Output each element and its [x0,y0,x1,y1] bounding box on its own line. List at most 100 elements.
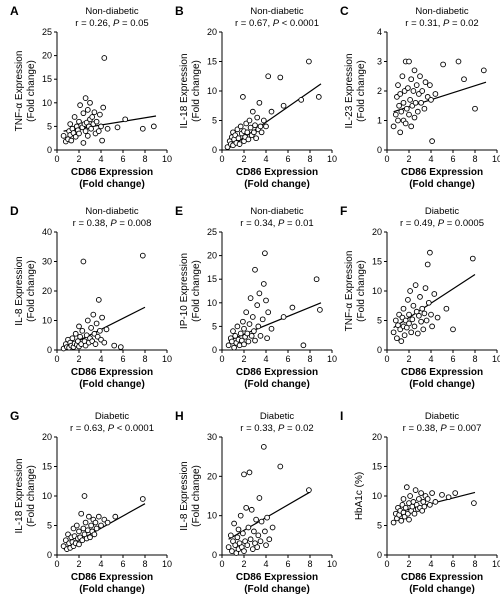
data-point [92,341,99,347]
y-axis-label: IL-23 Expression [344,53,355,128]
x-tick-label: 4 [98,154,103,164]
data-point [240,94,246,100]
y-axis-sublabel: (Fold change) [191,260,202,322]
data-point [450,326,456,333]
data-point [262,528,268,535]
data-point [407,493,413,499]
data-point [416,312,422,319]
x-tick-label: 6 [120,559,125,569]
data-point [429,490,435,496]
y-tick-label: 5 [377,521,382,531]
stats-stat-p-val: = 0.0005 [444,218,484,229]
data-point [112,513,119,520]
data-point [266,536,273,543]
data-point [399,73,406,80]
data-point [277,74,284,81]
data-point [409,316,416,323]
data-point [265,309,272,316]
data-point [253,135,259,142]
stats-stat-p-val: = 0.008 [117,218,152,229]
x-tick-label: 8 [142,354,147,364]
x-axis-sublabel: (Fold change) [409,179,475,190]
data-point [403,484,410,491]
data-point [256,290,263,297]
panel-title: Non-diabetic [250,6,304,17]
data-point [67,121,74,127]
data-point [80,110,87,117]
data-point [397,91,404,97]
panel-label: A [10,4,19,18]
x-axis-sublabel: (Fold change) [79,379,145,390]
data-point [240,530,246,537]
data-point [262,250,268,257]
data-point [315,94,322,100]
stats-stat-p-val: = 0.01 [284,218,313,229]
data-point [95,296,102,303]
data-point [424,496,431,502]
data-point [253,516,259,523]
y-tick-label: 0 [377,550,382,560]
data-point [263,297,269,304]
data-point [77,333,83,340]
data-point [235,135,242,142]
x-axis-sublabel: (Fold change) [409,379,475,390]
y-tick-label: 25 [207,227,217,237]
data-point [427,501,433,508]
y-tick-label: 4 [377,27,382,37]
stats-stat-p-sym: P [110,218,117,229]
data-point [256,99,263,106]
data-point [82,128,89,134]
x-tick-label: 6 [285,154,290,164]
data-point [411,67,418,74]
data-point [405,296,411,303]
data-point [398,338,405,345]
data-point [139,125,146,132]
data-point [82,95,89,101]
data-point [246,321,253,327]
data-point [235,526,242,533]
data-point [254,302,261,309]
data-point [298,96,305,103]
x-tick-label: 10 [162,354,172,364]
data-point [408,123,415,130]
data-point [246,469,253,476]
data-point [406,311,412,318]
y-tick-label: 0 [47,345,52,355]
data-point [251,328,257,334]
data-point [88,325,94,331]
data-point [232,332,239,339]
data-point [390,123,397,130]
data-point [241,471,247,478]
data-point [317,307,323,313]
stats-stat-r: r = 0.33, [240,423,278,434]
y-axis-label: TNF-α Expression [14,51,25,132]
data-point [93,525,100,532]
data-point [97,111,103,118]
data-point [264,335,270,342]
data-point [84,317,91,324]
data-point [306,487,312,493]
data-point [397,129,404,136]
data-point [280,314,287,320]
data-point [268,108,275,115]
data-point [245,136,252,143]
x-tick-label: 4 [263,559,268,569]
stats-label: r = 0.38, P = 0.007 [403,423,482,434]
y-tick-label: 20 [372,432,382,442]
y-tick-label: 5 [377,316,382,326]
data-point [244,330,251,337]
data-point [246,117,253,124]
data-point [419,88,426,94]
data-point [263,123,269,130]
data-point [257,332,264,339]
data-point [408,76,415,83]
y-tick-label: 3 [377,57,382,67]
x-tick-label: 8 [307,354,312,364]
data-point [60,132,67,139]
stats-stat-p-val: = 0.05 [119,18,148,29]
